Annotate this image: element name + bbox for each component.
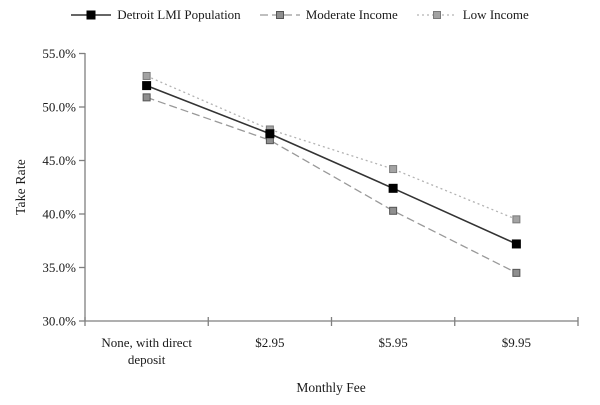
x-tick-label: $2.95: [255, 335, 284, 350]
data-point-detroit-lmi-population: [142, 81, 152, 91]
legend-line-marker-icon: [71, 10, 112, 20]
data-point-low-income: [142, 71, 151, 80]
data-point-detroit-lmi-population: [511, 239, 521, 249]
series-line-moderate-income: [146, 96, 517, 274]
series-line-detroit-lmi-population: [146, 84, 517, 245]
x-tick-label: $9.95: [502, 335, 531, 350]
data-point-low-income: [512, 215, 521, 224]
legend-line-marker-icon: [416, 11, 457, 19]
legend-item-low-income: Low Income: [416, 7, 529, 23]
legend-line-marker-icon: [259, 11, 300, 19]
legend-item-detroit-lmi-population: Detroit LMI Population: [71, 7, 241, 23]
y-tick-label: 45.0%: [42, 153, 76, 168]
data-point-moderate-income: [142, 93, 151, 102]
data-point-moderate-income: [389, 206, 398, 215]
y-tick-label: 30.0%: [42, 314, 76, 329]
legend-label: Moderate Income: [305, 7, 398, 22]
legend-label: Detroit LMI Population: [117, 7, 241, 22]
y-tick-label: 35.0%: [42, 260, 76, 275]
legend-label: Low Income: [462, 7, 529, 22]
y-tick-label: 40.0%: [42, 207, 76, 222]
x-axis-title: Monthly Fee: [296, 380, 366, 395]
legend-item-moderate-income: Moderate Income: [259, 7, 398, 23]
y-tick-label: 55.0%: [42, 46, 76, 61]
series-line-low-income: [146, 75, 517, 220]
x-tick-label: None, with direct deposit: [101, 335, 192, 367]
y-axis-title: Take Rate: [13, 159, 28, 215]
chart-legend: Detroit LMI Population Moderate Income Low…: [0, 7, 600, 23]
data-point-low-income: [389, 165, 398, 174]
data-point-moderate-income: [512, 268, 521, 277]
y-tick-label: 50.0%: [42, 100, 76, 115]
data-point-detroit-lmi-population: [265, 129, 275, 139]
x-tick-label: $5.95: [379, 335, 408, 350]
data-point-detroit-lmi-population: [388, 183, 398, 193]
